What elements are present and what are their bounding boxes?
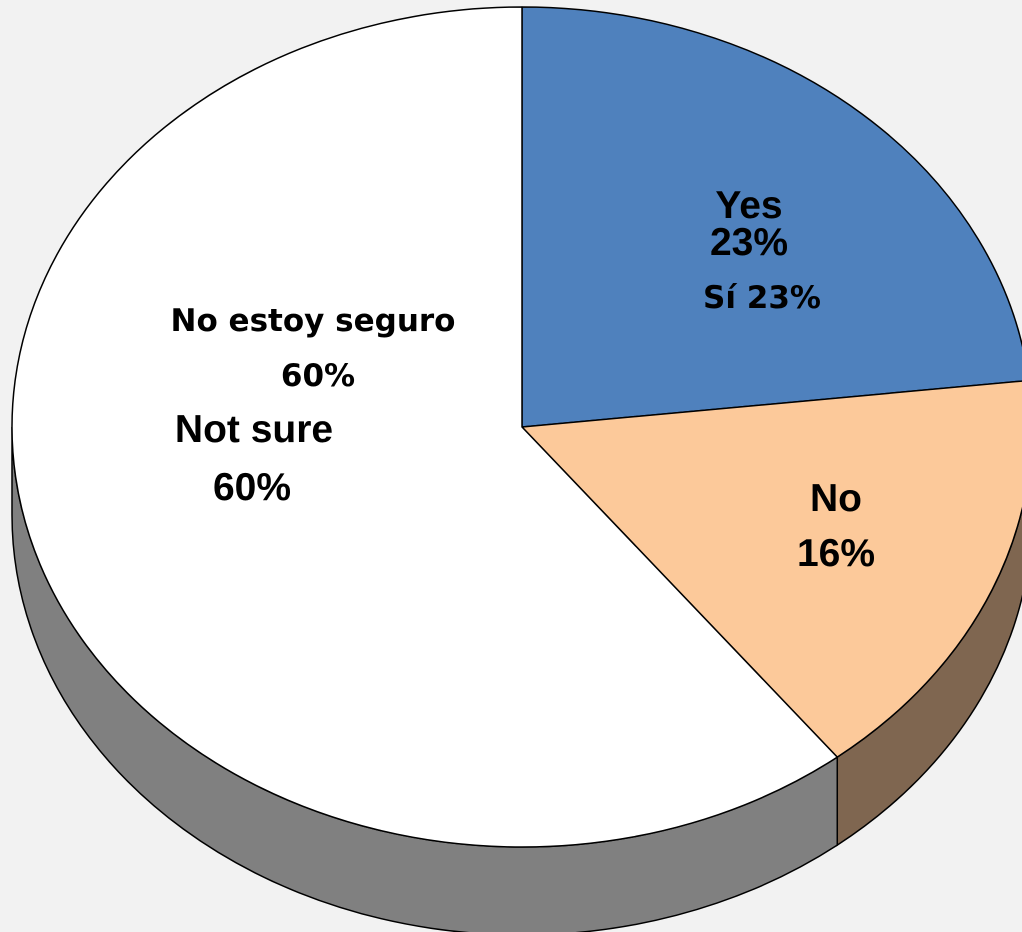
pie-slice-no [521, 380, 1022, 758]
pie-slice-not-sure [11, 6, 839, 848]
slice-value-no: 16% [796, 532, 876, 575]
slice-label-no: No [810, 477, 862, 520]
slice-value-not-sure-alt: 60% [280, 358, 356, 394]
slice-label-yes-alt: Sí 23% [703, 280, 821, 316]
slice-label-not-sure: Not sure [174, 408, 334, 451]
slice-value-not-sure: 60% [212, 466, 292, 509]
slice-label-yes: Yes [715, 184, 783, 227]
pie-slice-yes [521, 6, 1022, 428]
slice-value-yes: 23% [709, 221, 789, 264]
slice-label-not-sure-alt: No estoy seguro [170, 303, 456, 339]
